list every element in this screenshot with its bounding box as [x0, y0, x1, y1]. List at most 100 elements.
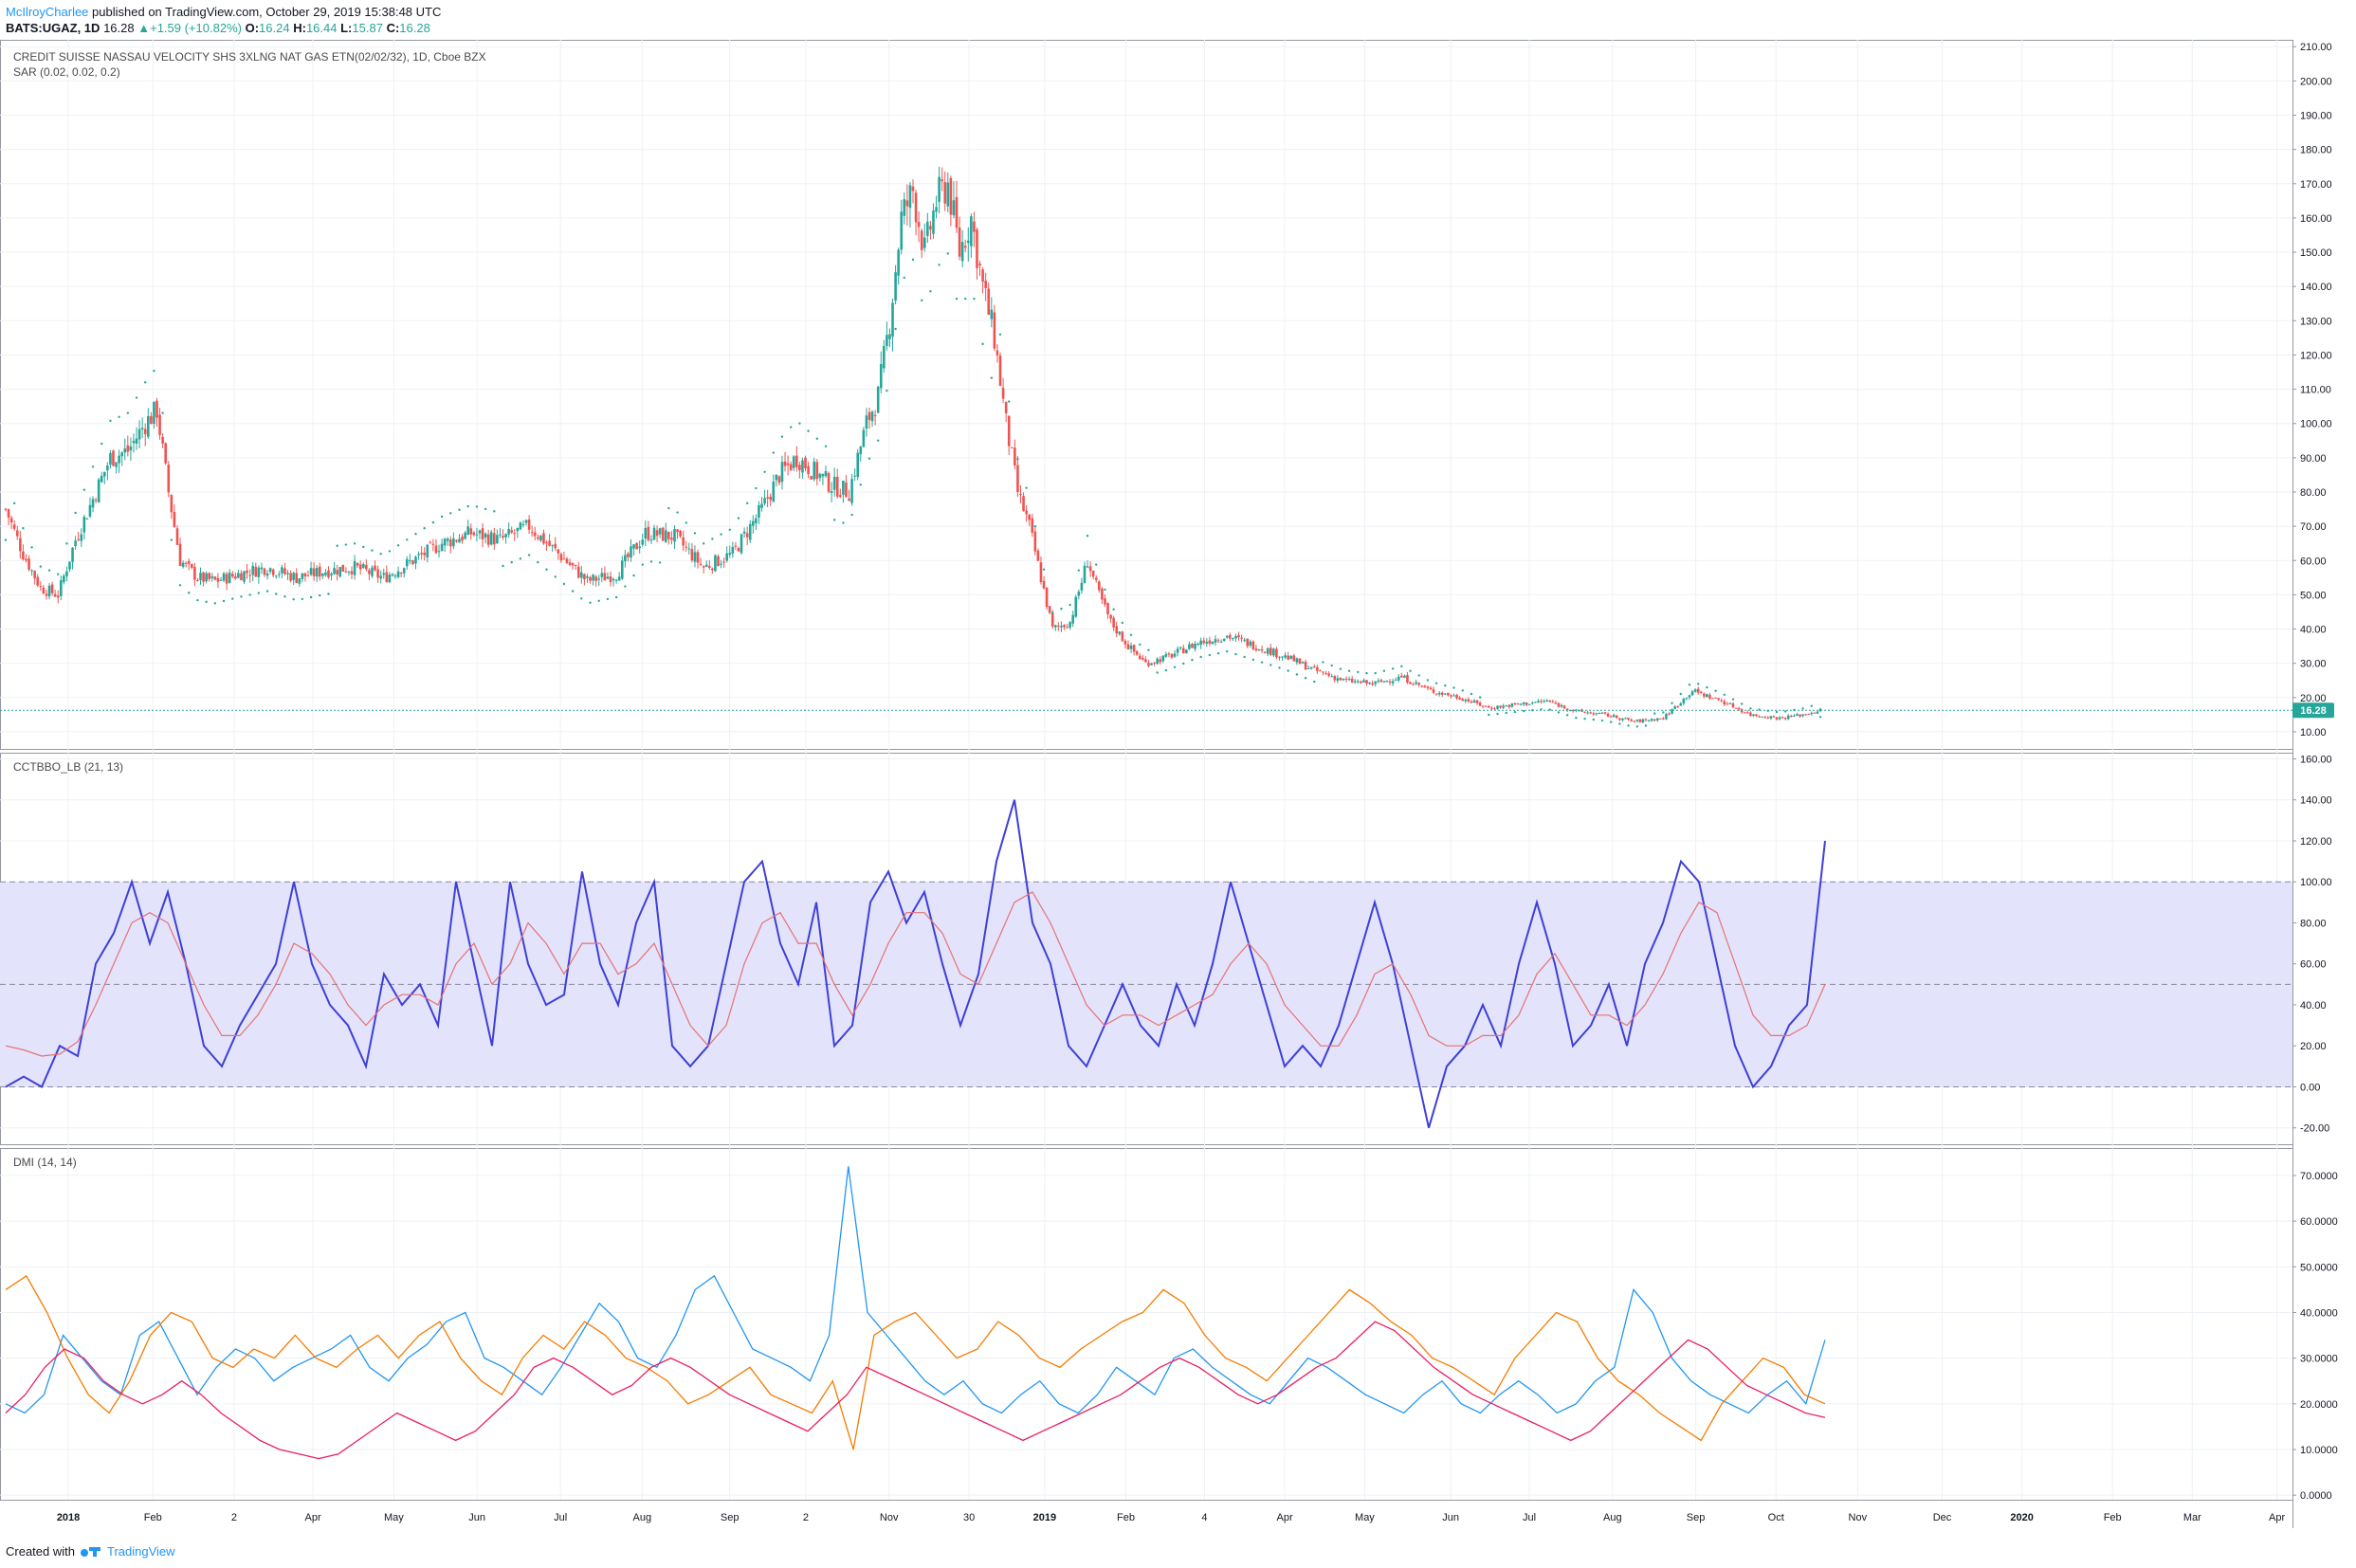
candle-body — [612, 578, 615, 581]
candle-body — [1088, 566, 1092, 572]
candle — [594, 574, 597, 587]
time-axis[interactable]: 2018 Feb 2 Apr May Jun Jul Aug Sep 2 Nov 30 2019 Feb 4… — [57, 1512, 2286, 1523]
tradingview-brand[interactable]: TradingView — [106, 1543, 175, 1559]
candle-body — [1671, 709, 1673, 714]
candle — [100, 471, 103, 483]
candle — [1379, 678, 1383, 683]
time-tick-label: Apr — [1276, 1512, 1292, 1523]
sar-dot — [614, 595, 618, 599]
sar-dot — [205, 600, 208, 603]
sar-dot — [886, 389, 888, 392]
candle-body — [379, 575, 382, 579]
candle-body — [995, 350, 999, 356]
candle — [1371, 680, 1374, 686]
candle — [25, 554, 27, 563]
candle-body — [298, 578, 301, 584]
candle — [1316, 664, 1319, 674]
sar-dot — [815, 437, 818, 440]
candle-body — [1740, 709, 1744, 713]
candle — [1161, 655, 1165, 664]
cctbbo-pane[interactable]: CCTBBO_LB (21, 13) -20.000.0020.0040.006… — [0, 754, 2332, 1135]
candle — [1766, 716, 1770, 720]
candle-body — [513, 533, 517, 535]
candle-body — [1726, 703, 1729, 705]
candle-body — [1723, 701, 1726, 705]
candle — [1112, 615, 1115, 631]
candle — [1042, 575, 1046, 590]
sar-dot — [737, 517, 740, 520]
candle — [914, 190, 918, 236]
candle — [760, 497, 763, 512]
candle — [670, 531, 673, 545]
candle — [15, 525, 19, 540]
time-tick-label: 4 — [1201, 1512, 1207, 1523]
candle — [1118, 630, 1122, 636]
candle — [707, 559, 711, 571]
candle-body — [1225, 635, 1229, 638]
candle-body — [1801, 714, 1804, 717]
candle-body — [1647, 720, 1651, 721]
candle-body — [504, 534, 507, 538]
candle — [1470, 699, 1473, 704]
publisher-link[interactable]: McIlroyCharlee — [6, 5, 89, 19]
sar-dot — [955, 297, 959, 301]
sar-dot — [667, 506, 670, 510]
sar-dot — [1688, 684, 1691, 686]
candle-body — [1799, 714, 1801, 717]
candle — [164, 442, 168, 465]
candle — [1094, 574, 1098, 583]
candle — [80, 528, 83, 547]
candle-body — [15, 530, 19, 537]
candle-body — [234, 575, 237, 579]
chart-area[interactable]: CREDIT SUISSE NASSAU VELOCITY SHS 3XLNG … — [0, 40, 2356, 1528]
candle-body — [1304, 662, 1307, 670]
candle-body — [446, 538, 449, 541]
candle-body — [1796, 714, 1799, 716]
candle-body — [1284, 655, 1287, 658]
candle — [1749, 711, 1752, 717]
candle-body — [1516, 702, 1520, 704]
time-tick-label: Jul — [1523, 1512, 1536, 1523]
candle-body — [469, 528, 473, 535]
candle — [94, 497, 98, 503]
candle-body — [385, 572, 389, 582]
sar-dot — [292, 598, 295, 601]
dmi-pane[interactable]: DMI (14, 14) 0.000010.000020.000030.0000… — [5, 1156, 2338, 1502]
candle — [1624, 717, 1627, 720]
candle — [155, 397, 158, 428]
candle-body — [589, 576, 592, 581]
sar-dot — [1112, 608, 1115, 611]
candle-body — [1461, 699, 1465, 702]
candle — [592, 574, 594, 586]
candle-body — [88, 504, 92, 517]
candle — [414, 555, 417, 570]
candle — [576, 561, 580, 579]
symbol-label: BATS:UGAZ, 1D — [6, 21, 100, 35]
candle-body — [1743, 712, 1746, 714]
candle-body — [862, 429, 866, 447]
candle-body — [59, 580, 63, 596]
candle-body — [391, 574, 394, 576]
candle — [469, 523, 473, 540]
candle — [385, 565, 389, 583]
candle-body — [429, 542, 432, 544]
candle-body — [1478, 702, 1482, 706]
candle-body — [815, 462, 819, 480]
candle-body — [1388, 681, 1392, 683]
candle — [1630, 718, 1633, 722]
sar-dot — [1522, 709, 1525, 713]
candle-body — [489, 532, 493, 545]
candle-body — [196, 580, 199, 582]
candle — [1409, 681, 1412, 684]
sar-dot — [1226, 650, 1229, 653]
candle — [411, 559, 414, 566]
candle-body — [786, 463, 790, 465]
time-tick-label: May — [384, 1512, 404, 1523]
candle — [1415, 679, 1417, 686]
candle-body — [1071, 614, 1075, 624]
candle-body — [1025, 510, 1028, 515]
price-pane[interactable]: CREDIT SUISSE NASSAU VELOCITY SHS 3XLNG … — [0, 42, 2332, 738]
dmi-pane-title: DMI (14, 14) — [13, 1156, 77, 1169]
candle-body — [1432, 689, 1435, 693]
candle-body — [1437, 692, 1441, 695]
